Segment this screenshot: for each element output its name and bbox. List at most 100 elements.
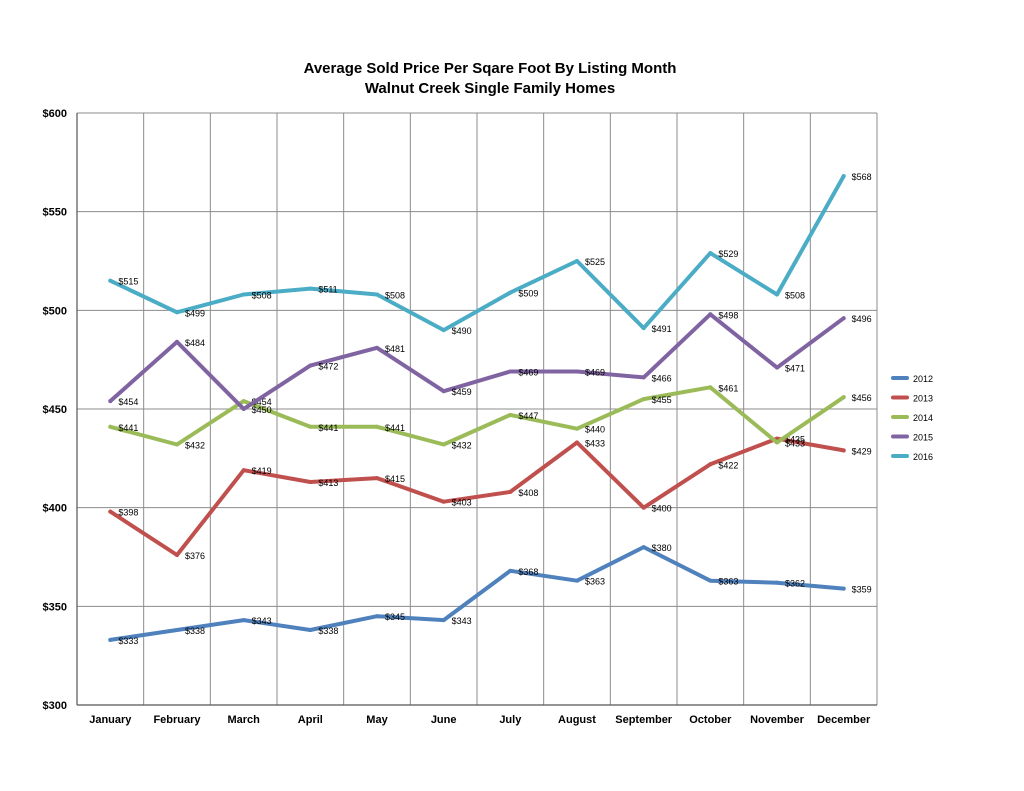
data-point-2014 xyxy=(775,440,779,445)
data-point-2015 xyxy=(308,363,313,368)
data-label-2012: $338 xyxy=(185,626,205,636)
y-tick-label: $600 xyxy=(43,108,67,120)
chart-title: Average Sold Price Per Sqare Foot By Lis… xyxy=(303,60,677,77)
x-tick-label: May xyxy=(366,714,388,726)
x-tick-label: April xyxy=(298,714,323,726)
data-label-2014: $447 xyxy=(518,411,538,421)
series-line-2013 xyxy=(108,436,846,557)
data-label-2016: $525 xyxy=(585,257,605,267)
data-point-2014 xyxy=(108,424,113,429)
data-point-2012 xyxy=(441,618,446,623)
data-label-2015: $471 xyxy=(785,364,805,374)
data-label-2014: $441 xyxy=(385,423,405,433)
data-point-2012 xyxy=(575,578,579,583)
data-label-2015: $466 xyxy=(652,373,672,383)
data-label-2015: $469 xyxy=(585,368,605,378)
data-point-2013 xyxy=(375,476,379,481)
x-tick-label: June xyxy=(431,714,457,726)
legend-label-2015: 2015 xyxy=(913,433,933,443)
data-point-2014 xyxy=(708,385,713,390)
data-point-2012 xyxy=(108,637,113,642)
data-point-2013 xyxy=(175,553,179,558)
series-line-2015 xyxy=(108,312,846,411)
series-line-2012 xyxy=(108,545,846,642)
data-point-2012 xyxy=(308,628,313,633)
data-label-2014: $433 xyxy=(785,439,805,449)
data-point-2016 xyxy=(775,292,779,297)
data-label-2012: $363 xyxy=(718,577,738,587)
data-label-2015: $469 xyxy=(518,368,538,378)
data-label-2012: $368 xyxy=(518,567,538,577)
data-label-2013: $415 xyxy=(385,474,405,484)
data-point-2016 xyxy=(375,292,379,297)
data-label-2014: $432 xyxy=(185,441,205,451)
data-point-2014 xyxy=(441,442,446,447)
data-point-2014 xyxy=(575,426,579,431)
y-tick-label: $400 xyxy=(43,503,67,515)
data-point-2013 xyxy=(508,489,513,494)
data-point-2013 xyxy=(108,509,113,514)
data-label-2015: $484 xyxy=(185,338,205,348)
data-point-2012 xyxy=(241,618,246,623)
data-label-2016: $508 xyxy=(785,291,805,301)
data-point-2015 xyxy=(775,365,779,370)
data-point-2013 xyxy=(308,480,313,485)
data-point-2012 xyxy=(375,614,379,619)
data-point-2015 xyxy=(108,399,113,404)
data-label-2015: $481 xyxy=(385,344,405,354)
data-point-2013 xyxy=(641,505,646,510)
data-label-2012: $333 xyxy=(118,636,138,646)
data-label-2014: $440 xyxy=(585,425,605,435)
data-label-2014: $454 xyxy=(252,397,272,407)
data-point-2014 xyxy=(175,442,179,447)
data-label-2012: $359 xyxy=(852,585,872,595)
data-label-2015: $472 xyxy=(318,362,338,372)
data-point-2014 xyxy=(508,412,513,417)
y-tick-label: $500 xyxy=(43,305,67,317)
legend-label-2016: 2016 xyxy=(913,452,933,462)
data-point-2012 xyxy=(641,545,646,550)
x-tick-label: November xyxy=(750,714,805,726)
data-point-2016 xyxy=(841,174,846,179)
data-point-2016 xyxy=(308,286,313,291)
data-point-2015 xyxy=(175,339,179,344)
data-label-2016: $490 xyxy=(452,326,472,336)
data-point-2014 xyxy=(641,397,646,402)
x-tick-label: January xyxy=(89,714,132,726)
data-label-2013: $435 xyxy=(785,435,805,445)
data-point-2014 xyxy=(308,424,313,429)
data-label-2013: $413 xyxy=(318,478,338,488)
data-point-2015 xyxy=(441,389,446,394)
data-point-2012 xyxy=(841,586,846,591)
data-label-2013: $376 xyxy=(185,551,205,561)
data-label-2013: $398 xyxy=(118,508,138,518)
legend-label-2012: 2012 xyxy=(913,374,933,384)
data-label-2013: $400 xyxy=(652,504,672,514)
data-point-2015 xyxy=(641,375,646,380)
series-line-2016 xyxy=(108,174,846,333)
data-label-2012: $362 xyxy=(785,579,805,589)
data-label-2015: $498 xyxy=(718,310,738,320)
data-point-2016 xyxy=(175,310,179,315)
data-point-2012 xyxy=(175,628,179,633)
x-tick-label: December xyxy=(817,714,871,726)
data-point-2016 xyxy=(708,251,713,256)
legend-label-2014: 2014 xyxy=(913,413,933,423)
data-point-2012 xyxy=(508,568,513,573)
data-point-2016 xyxy=(508,290,513,295)
data-label-2015: $496 xyxy=(852,314,872,324)
data-label-2012: $343 xyxy=(452,616,472,626)
data-point-2015 xyxy=(375,345,379,350)
data-label-2014: $461 xyxy=(718,383,738,393)
x-tick-label: February xyxy=(153,714,201,726)
data-label-2012: $380 xyxy=(652,543,672,553)
data-label-2016: $511 xyxy=(318,285,337,295)
data-label-2013: $429 xyxy=(852,446,872,456)
data-point-2013 xyxy=(575,440,579,445)
data-point-2013 xyxy=(841,448,846,453)
data-label-2013: $403 xyxy=(452,498,472,508)
data-label-2014: $455 xyxy=(652,395,672,405)
data-label-2013: $422 xyxy=(718,460,738,470)
y-tick-label: $350 xyxy=(43,601,67,613)
